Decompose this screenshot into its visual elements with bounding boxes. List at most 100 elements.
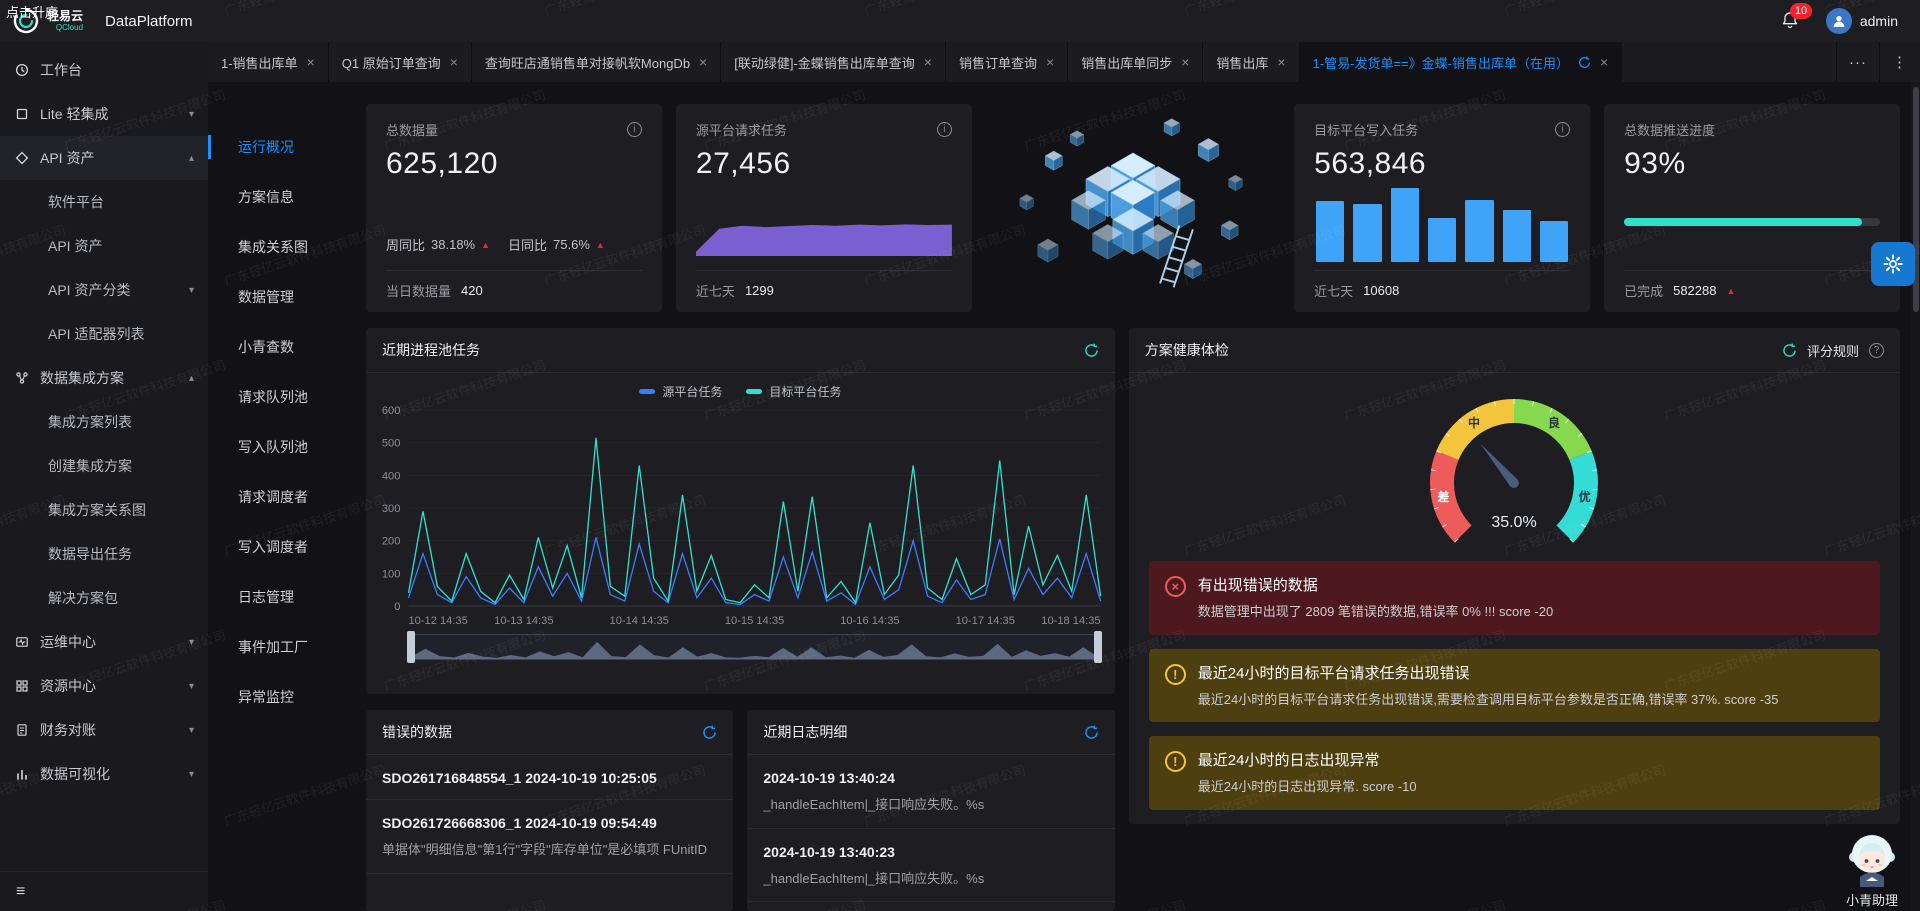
info-icon[interactable]: i — [1555, 122, 1571, 137]
submenu-item-write-queue[interactable]: 写入队列池 — [238, 439, 308, 455]
info-icon[interactable]: i — [626, 122, 642, 137]
tab-wangdian-mongdb[interactable]: 查询旺店通销售单对接帆软MongDb × — [472, 42, 722, 82]
refresh-icon[interactable] — [702, 725, 717, 740]
submenu-item-xiaoqing-query[interactable]: 小青查数 — [238, 339, 294, 355]
refresh-icon[interactable] — [1084, 725, 1099, 740]
sidebar-item-solution-packages[interactable]: 解决方案包 — [0, 576, 208, 620]
tab-label: 查询旺店通销售单对接帆软MongDb — [484, 55, 691, 71]
logo-primary-text: 轻易云 — [47, 9, 84, 23]
sidebar-item-api-asset-category[interactable]: API 资产分类 ▾ — [0, 268, 208, 312]
tabs-more-button[interactable]: ··· — [1836, 42, 1879, 82]
sidebar-item-api-adapter-list[interactable]: API 适配器列表 — [0, 312, 208, 356]
page-scrollbar[interactable] — [1911, 82, 1920, 911]
submenu-item-exception-monitor[interactable]: 异常监控 — [238, 689, 294, 705]
tab-sales-outbound[interactable]: 销售出库 × — [1203, 42, 1300, 82]
submenu-item-log-management[interactable]: 日志管理 — [238, 589, 294, 605]
sidebar-group-data-visualization[interactable]: 数据可视化 ▾ — [0, 752, 208, 796]
question-icon[interactable]: ? — [1869, 342, 1884, 358]
sidebar-item-create-integration[interactable]: 创建集成方案 — [0, 444, 208, 488]
scrollbar-thumb[interactable] — [1912, 87, 1919, 312]
settings-button[interactable] — [1871, 242, 1915, 286]
submenu-item-write-scheduler[interactable]: 写入调度者 — [238, 539, 308, 555]
sidebar-item-software-platform[interactable]: 软件平台 — [0, 180, 208, 224]
chevron-up-icon: ▴ — [188, 152, 194, 164]
submenu-item-scheme-info[interactable]: 方案信息 — [238, 189, 294, 205]
tab-sales-outbound-1[interactable]: 1-销售出库单 × — [208, 42, 329, 82]
brush-handle-left[interactable] — [407, 631, 415, 663]
log-row[interactable]: 2024-10-19 13:40:24 _handleEachItem|_接口响… — [747, 755, 1115, 829]
submenu-item-request-queue[interactable]: 请求队列池 — [238, 389, 308, 405]
topbar: 点击升序 轻易云 QCloud DataPlatform 10 admin — [0, 0, 1920, 42]
tab-label: 销售出库单同步 — [1081, 55, 1173, 71]
sidebar-group-finance-reconciliation[interactable]: 财务对账 ▾ — [0, 708, 208, 752]
tabs-menu-button[interactable]: ⋮ — [1879, 42, 1920, 82]
svg-text:10-12 14:35: 10-12 14:35 — [408, 615, 467, 627]
sidebar-group-ops-center[interactable]: 运维中心 ▾ — [0, 620, 208, 664]
tab-outbound-sync[interactable]: 销售出库单同步 × — [1068, 42, 1204, 82]
up-arrow-icon: ▲ — [481, 239, 491, 250]
close-icon[interactable]: × — [1181, 54, 1190, 70]
trend-row: 周同比 38.18% ▲ 日同比 75.6% ▲ — [386, 235, 605, 262]
submenu-item-request-scheduler[interactable]: 请求调度者 — [238, 489, 308, 505]
error-row[interactable]: SDO261716848554_1 2024-10-19 10:25:05 — [366, 755, 734, 800]
legend-target-tasks[interactable]: 目标平台任务 — [746, 383, 841, 400]
sidebar-group-data-integration[interactable]: 数据集成方案 ▴ — [0, 356, 208, 400]
logo-secondary-text: QCloud — [55, 23, 84, 32]
close-icon[interactable]: × — [1600, 54, 1609, 70]
submenu-item-event-factory[interactable]: 事件加工厂 — [238, 639, 308, 655]
sidebar-group-resource-center[interactable]: 资源中心 ▾ — [0, 664, 208, 708]
logs-card: 近期日志明细 2024-10-19 13:40:24 _handleEachIt… — [747, 710, 1115, 911]
close-icon[interactable]: × — [306, 54, 315, 70]
submenu-item-overview[interactable]: 运行概况 — [208, 122, 358, 172]
sidebar-item-label: 创建集成方案 — [48, 458, 132, 474]
tab-label: 1-管易-发货单==》金蝶-销售出库单（在用） — [1312, 55, 1569, 71]
alert-desc: 最近24小时的日志出现异常. score -10 — [1197, 779, 1417, 794]
username: admin — [1859, 13, 1898, 29]
sidebar-item-label: API 资产 — [40, 150, 95, 166]
close-icon[interactable]: × — [699, 54, 708, 70]
sidebar-item-lite-integration[interactable]: Lite 轻集成 ▾ — [0, 92, 208, 136]
close-icon[interactable]: × — [449, 54, 458, 70]
brush-handle-right[interactable] — [1093, 631, 1102, 663]
tab-kingdee-outbound-query[interactable]: [联动绿健]-金蝶销售出库单查询 × — [721, 42, 946, 82]
app-logo[interactable]: 轻易云 QCloud — [12, 7, 83, 35]
tab-guanyi-kingdee-active[interactable]: 1-管易-发货单==》金蝶-销售出库单（在用） × — [1299, 42, 1623, 82]
assistant-label: 小青助理 — [1845, 893, 1898, 908]
svg-text:100: 100 — [382, 568, 401, 580]
legend-source-tasks[interactable]: 源平台任务 — [639, 383, 722, 400]
up-arrow-icon: ▲ — [595, 239, 605, 250]
sidebar-group-api-assets[interactable]: API 资产 ▴ — [0, 136, 208, 180]
svg-text:35.0%: 35.0% — [1492, 514, 1537, 531]
sidebar-item-api-assets[interactable]: API 资产 — [0, 224, 208, 268]
alert-error-data: × 有出现错误的数据 数据管理中出现了 2809 笔错误的数据,错误率 0% !… — [1148, 561, 1880, 635]
sidebar-item-workbench[interactable]: 工作台 — [0, 48, 208, 92]
refresh-icon[interactable] — [1782, 343, 1797, 358]
close-icon[interactable]: × — [1277, 54, 1286, 70]
chart-legend: 源平台任务 目标平台任务 — [366, 373, 1115, 400]
log-row[interactable]: 2024-10-19 13:40:23 _handleEachItem|_接口响… — [747, 829, 1115, 902]
close-icon[interactable]: × — [1046, 54, 1055, 70]
close-icon[interactable]: × — [923, 54, 932, 70]
refresh-icon[interactable] — [1578, 56, 1591, 69]
sidebar-item-label: 数据导出任务 — [48, 546, 132, 562]
sidebar-item-integration-list[interactable]: 集成方案列表 — [0, 400, 208, 444]
submenu-item-integration-graph[interactable]: 集成关系图 — [238, 239, 308, 255]
info-icon[interactable]: i — [936, 122, 952, 137]
process-line-chart: 0 100 200 300 400 500 600 10-12 14:35 10-13 14:3… — [382, 405, 1102, 627]
refresh-icon[interactable] — [1084, 343, 1099, 358]
tab-sales-order-query[interactable]: 销售订单查询 × — [946, 42, 1069, 82]
svg-text:差: 差 — [1437, 489, 1450, 504]
user-menu[interactable]: admin — [1825, 8, 1898, 34]
notifications-button[interactable]: 10 — [1780, 2, 1813, 33]
error-row[interactable]: SDO261726668306_1 2024-10-19 09:54:49 单据… — [366, 800, 734, 874]
chart-zoom-brush[interactable] — [407, 631, 1102, 663]
sidebar-item-data-export-tasks[interactable]: 数据导出任务 — [0, 532, 208, 576]
sidebar-item-integration-graph[interactable]: 集成方案关系图 — [0, 488, 208, 532]
score-rules-link[interactable]: 评分规则 — [1806, 343, 1859, 359]
svg-text:10-18 14:35: 10-18 14:35 — [1041, 615, 1100, 627]
tab-label: 销售订单查询 — [958, 55, 1037, 71]
sidebar-collapse-button[interactable]: ≡ — [0, 871, 208, 911]
tab-q1-original-orders[interactable]: Q1 原始订单查询 × — [329, 42, 472, 82]
assistant-mascot[interactable]: 小青助理 — [1840, 825, 1904, 909]
submenu-item-data-management[interactable]: 数据管理 — [238, 289, 294, 305]
